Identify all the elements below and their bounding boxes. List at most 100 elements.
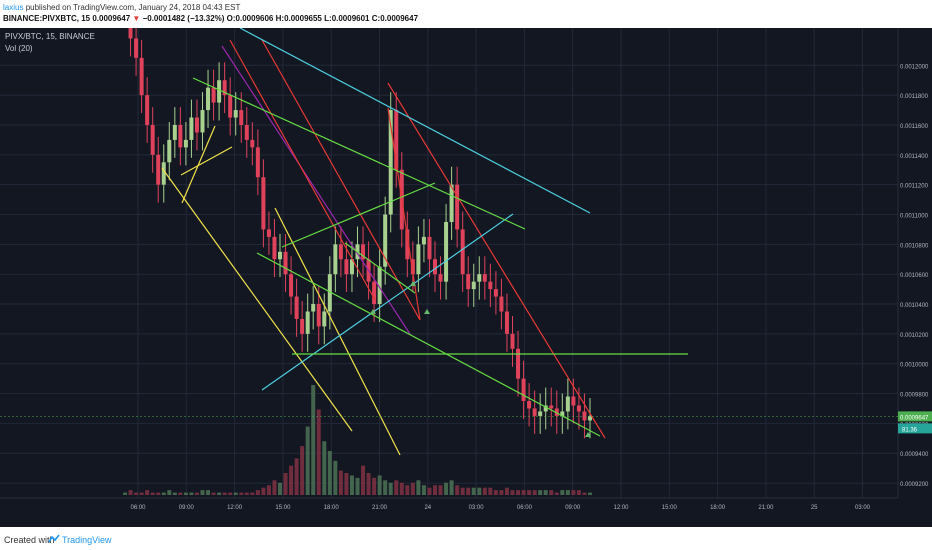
volume-bar [554,492,559,495]
volume-bar [438,485,443,495]
y-tick-label: 0.0012000 [900,64,929,70]
x-tick-label: 12:00 [227,505,243,511]
created-with-text: Created with [4,535,55,545]
volume-bar [377,475,382,495]
high-value: 0.0009655 [284,14,322,23]
volume-bar [278,482,282,495]
x-tick-label: 06:00 [130,505,146,511]
volume-bar [134,492,139,495]
candle-body [543,405,548,412]
volume-bar [471,487,476,495]
y-tick-label: 0.0011800 [900,94,929,100]
x-tick-label: 15:00 [662,505,678,511]
candle-body [571,396,576,406]
chart-svg[interactable]: 0.0012000 0.0011800 0.0011600 0.0011400 0.00… [0,28,932,527]
up-arrow-marker [585,432,591,437]
volume-bar [123,492,127,495]
up-arrow-marker [410,281,416,286]
current-price-label: 0.0009647 [900,415,929,421]
candle-body [427,236,432,260]
trend-line [239,28,591,214]
volume-bar [283,473,288,495]
trend-line [261,213,514,391]
candle-body [156,154,161,185]
volume-bar [250,492,255,495]
candle-body [549,405,554,409]
volume-bar [266,485,271,495]
tradingview-logo-icon [48,534,60,543]
volume-bar [521,490,526,495]
volume-bar [543,490,548,495]
volume-bar [549,490,554,495]
symbol-legend[interactable]: PIVX/BTC, 15, BINANCE [5,32,95,41]
volume-bar [444,482,449,495]
candle-body [139,57,144,96]
author-link[interactable]: laxius [3,3,24,12]
volume-bar [488,487,493,495]
volume-bar [510,490,515,495]
candle-body [394,110,399,170]
close-label: C: [371,14,381,23]
tradingview-brand[interactable]: TradingView [62,535,112,545]
low-label: L: [324,14,332,23]
candle-body [327,274,332,312]
candle-body [460,229,465,275]
candle-body [178,124,183,148]
volume-bar [228,492,233,495]
candle-body [278,251,282,260]
publish-line: laxius published on TradingView.com, Jan… [3,3,240,12]
volume-bar [156,492,161,495]
x-tick-label: 03:00 [855,505,871,511]
candle-body [200,110,205,133]
volume-bar [327,451,332,495]
chart-area[interactable]: 0.0012000 0.0011800 0.0011600 0.0011400 0.00… [0,28,932,527]
candle-body [316,304,321,327]
low-value: 0.0009601 [331,14,370,23]
x-tick-label: 21:00 [372,505,388,511]
volume-bar [338,470,343,495]
volume-bar [311,385,316,495]
candle-body [405,229,410,260]
high-label: H: [275,14,285,23]
candle-body [172,124,177,140]
candle-body [338,244,343,260]
volume-bar [355,477,360,495]
footer: Created with TradingView [0,527,932,550]
trend-line [221,45,411,335]
y-tick-label: 0.0011400 [900,154,929,160]
candle-body [471,281,476,290]
volume-bar [477,487,482,495]
trend-line [261,39,421,321]
change-value: −0.0001482 (−13.32%) [142,14,225,23]
candle-body [488,281,493,290]
volume-bar [449,480,454,495]
candle-body [361,244,366,260]
candle-body [222,80,227,96]
candle-body [211,87,216,103]
volume-bar [427,487,432,495]
candle-body [283,251,288,275]
volume-bar [394,480,399,495]
candle-body [576,405,581,412]
volume-bar [145,490,150,495]
volume-bar [410,482,415,495]
volume-bar [172,492,177,495]
volume-bar [516,490,521,495]
x-tick-label: 09:00 [565,505,581,511]
volume-bar [161,492,166,495]
y-tick-label: 0.0010400 [900,303,929,309]
trend-line [192,77,526,230]
candle-body [167,139,172,163]
volume-bar [349,475,354,495]
candle-body [194,117,199,133]
volume-bar [571,490,576,495]
volume-bar [344,473,349,495]
candle-body [228,95,233,118]
trend-line [344,242,416,294]
candle-body [349,259,354,275]
trend-line [229,39,376,301]
candle-body [377,266,382,305]
ohlc-line: BINANCE:PIVXBTC, 15 0.0009647 ▼ −0.00014… [3,14,418,23]
candle-body [383,214,388,267]
volume-legend[interactable]: Vol (20) [5,44,33,53]
